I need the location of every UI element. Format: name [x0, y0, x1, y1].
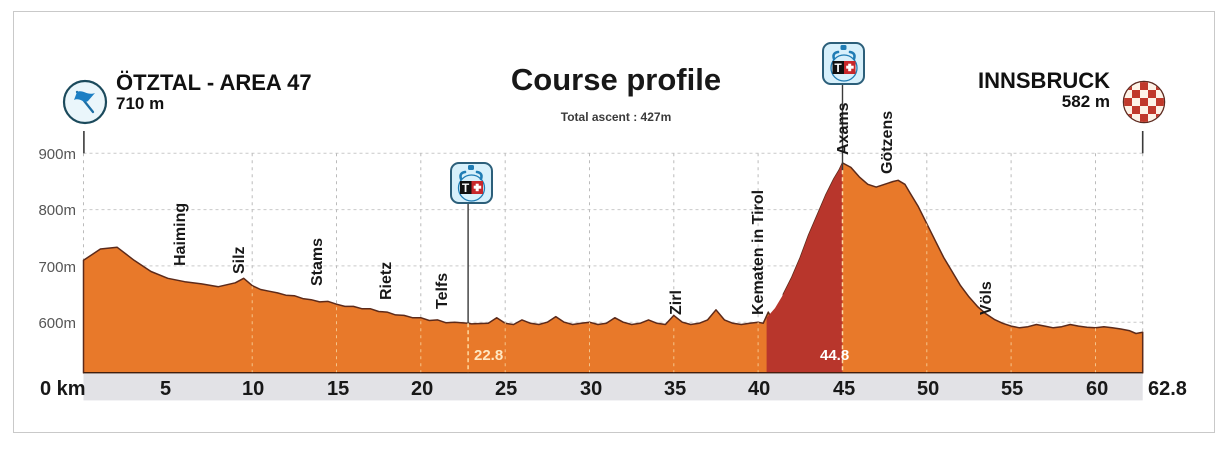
svg-text:T: T: [462, 181, 470, 195]
svg-text:Telfs: Telfs: [434, 273, 451, 309]
svg-text:Rietz: Rietz: [378, 262, 395, 300]
svg-text:Stams: Stams: [309, 238, 326, 286]
svg-text:Haiming: Haiming: [172, 203, 189, 266]
svg-text:22.8: 22.8: [474, 347, 503, 364]
svg-text:Axams: Axams: [835, 102, 852, 155]
svg-text:T: T: [834, 61, 842, 75]
svg-text:Zirl: Zirl: [668, 290, 685, 315]
svg-text:Kematen in Tirol: Kematen in Tirol: [750, 190, 767, 315]
svg-text:Silz: Silz: [231, 246, 248, 274]
svg-text:Götzens: Götzens: [879, 111, 896, 174]
svg-text:44.8: 44.8: [820, 347, 849, 364]
svg-text:Völs: Völs: [978, 281, 995, 315]
